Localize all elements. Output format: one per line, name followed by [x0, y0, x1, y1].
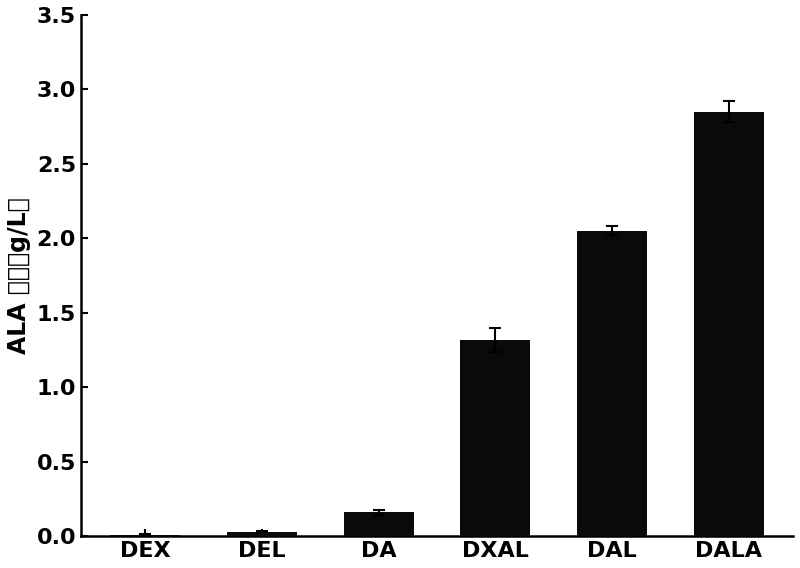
Y-axis label: ALA 濃度（g/L）: ALA 濃度（g/L） — [7, 197, 31, 354]
Bar — [227, 532, 297, 536]
Bar — [110, 534, 180, 536]
Bar — [344, 512, 414, 536]
Bar — [694, 112, 764, 536]
Bar — [460, 340, 530, 536]
Bar — [577, 231, 647, 536]
